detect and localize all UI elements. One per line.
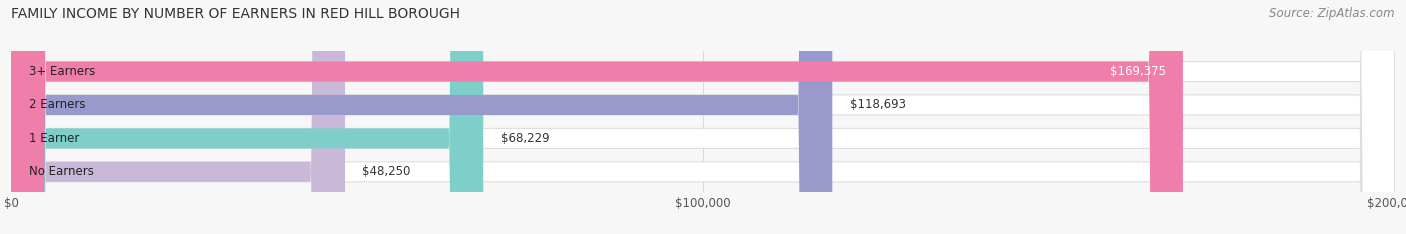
Text: 3+ Earners: 3+ Earners [28,65,94,78]
Text: No Earners: No Earners [28,165,93,178]
FancyBboxPatch shape [11,0,1395,234]
Text: Source: ZipAtlas.com: Source: ZipAtlas.com [1270,7,1395,20]
FancyBboxPatch shape [11,0,832,234]
Text: $48,250: $48,250 [363,165,411,178]
FancyBboxPatch shape [11,0,1395,234]
FancyBboxPatch shape [11,0,484,234]
Text: 1 Earner: 1 Earner [28,132,79,145]
Text: FAMILY INCOME BY NUMBER OF EARNERS IN RED HILL BOROUGH: FAMILY INCOME BY NUMBER OF EARNERS IN RE… [11,7,460,21]
FancyBboxPatch shape [11,0,344,234]
FancyBboxPatch shape [11,0,1395,234]
Text: $118,693: $118,693 [849,99,905,111]
FancyBboxPatch shape [11,0,1395,234]
Text: $68,229: $68,229 [501,132,550,145]
Text: 2 Earners: 2 Earners [28,99,84,111]
FancyBboxPatch shape [11,0,1182,234]
Text: $169,375: $169,375 [1109,65,1166,78]
